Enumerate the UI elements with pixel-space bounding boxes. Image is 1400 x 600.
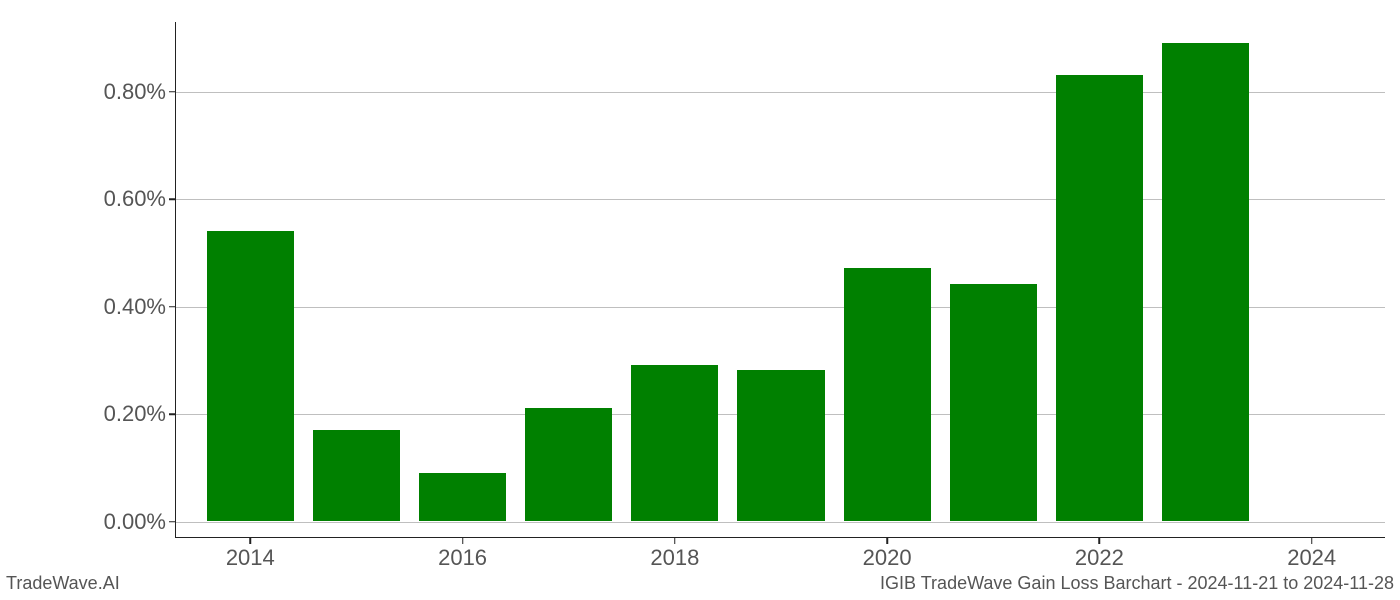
footer-left-text: TradeWave.AI bbox=[6, 573, 120, 594]
y-tick-label: 0.00% bbox=[104, 509, 176, 535]
bar bbox=[525, 408, 612, 521]
chart-container: 0.00% 0.20% 0.40% 0.60% 0.80% 2014 2016 2018 202… bbox=[0, 0, 1400, 600]
y-gridline bbox=[176, 522, 1385, 523]
y-tick-label: 0.20% bbox=[104, 401, 176, 427]
bar bbox=[419, 473, 506, 521]
x-tick-label: 2016 bbox=[438, 537, 487, 571]
bar bbox=[1056, 75, 1143, 521]
x-tick-label: 2020 bbox=[863, 537, 912, 571]
footer-right-text: IGIB TradeWave Gain Loss Barchart - 2024… bbox=[880, 573, 1394, 594]
bar bbox=[631, 365, 718, 521]
x-tick-label: 2014 bbox=[226, 537, 275, 571]
x-tick-label: 2024 bbox=[1287, 537, 1336, 571]
bar bbox=[313, 430, 400, 521]
bar bbox=[844, 268, 931, 521]
bar bbox=[737, 370, 824, 521]
bar bbox=[950, 284, 1037, 521]
y-tick-label: 0.80% bbox=[104, 79, 176, 105]
plot-area: 0.00%0.20%0.40%0.60%0.80%201420162018202… bbox=[175, 22, 1385, 538]
y-tick-label: 0.60% bbox=[104, 186, 176, 212]
x-tick-label: 2018 bbox=[650, 537, 699, 571]
y-tick-label: 0.40% bbox=[104, 294, 176, 320]
x-tick-label: 2022 bbox=[1075, 537, 1124, 571]
bar bbox=[207, 231, 294, 521]
bar bbox=[1162, 43, 1249, 521]
